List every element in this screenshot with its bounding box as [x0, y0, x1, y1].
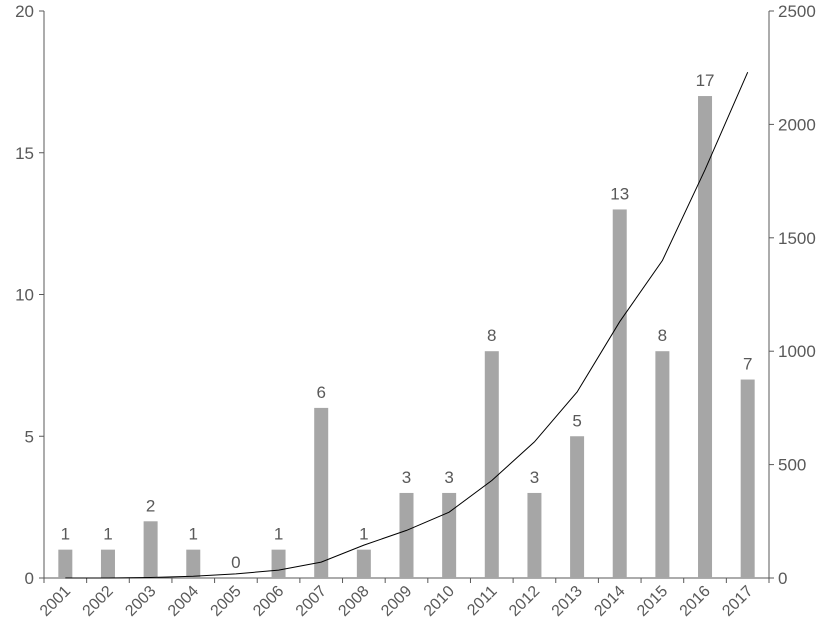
- category-label: 2016: [677, 583, 714, 620]
- bar: [442, 492, 457, 578]
- bar-value-label: 17: [696, 71, 715, 90]
- right-tick-label: 2000: [778, 115, 816, 134]
- category-label: 2002: [80, 583, 117, 620]
- category-label: 2015: [634, 583, 671, 620]
- bar: [612, 209, 627, 578]
- left-tick-label: 20: [15, 2, 34, 21]
- bar-value-label: 1: [359, 525, 368, 544]
- right-tick-label: 1500: [778, 229, 816, 248]
- bar: [271, 549, 286, 578]
- bar: [356, 549, 371, 578]
- category-label: 2011: [464, 583, 500, 619]
- left-tick-label: 5: [25, 427, 34, 446]
- category-label: 2013: [549, 583, 586, 620]
- bar-value-label: 3: [530, 468, 539, 487]
- left-tick-label: 10: [15, 286, 34, 305]
- category-label: 2005: [208, 583, 245, 620]
- bar-value-label: 5: [572, 411, 581, 430]
- bar-value-label: 13: [610, 184, 629, 203]
- bar-value-label: 2: [146, 496, 155, 515]
- bar-value-label: 3: [444, 468, 453, 487]
- category-label: 2008: [335, 583, 372, 620]
- right-tick-label: 500: [778, 456, 806, 475]
- category-label: 2014: [591, 583, 628, 620]
- right-tick-label: 2500: [778, 2, 816, 21]
- bar: [655, 351, 670, 578]
- bar-value-label: 8: [658, 326, 667, 345]
- bar: [527, 492, 542, 578]
- right-tick-label: 1000: [778, 342, 816, 361]
- bar-value-label: 1: [274, 525, 283, 544]
- bar-value-label: 7: [743, 355, 752, 374]
- bar: [143, 521, 158, 578]
- category-label: 2003: [122, 583, 159, 620]
- right-tick-label: 0: [778, 569, 787, 588]
- bar-value-label: 1: [189, 525, 198, 544]
- bar: [314, 407, 329, 578]
- line-series: [65, 71, 749, 579]
- bar: [570, 436, 585, 578]
- category-label: 2010: [421, 583, 458, 620]
- category-label: 2001: [37, 583, 74, 620]
- bar-value-label: 0: [231, 553, 240, 572]
- bar-series: [58, 96, 755, 579]
- left-tick-label: 0: [25, 569, 34, 588]
- bar-value-label: 1: [103, 525, 112, 544]
- bar: [484, 351, 499, 578]
- bar: [58, 549, 73, 578]
- category-label: 2004: [165, 583, 202, 620]
- category-label: 2012: [506, 583, 543, 620]
- bar-value-label: 3: [402, 468, 411, 487]
- category-label: 2007: [293, 583, 330, 620]
- category-label: 2006: [250, 583, 287, 620]
- cumulative-line: [65, 71, 749, 579]
- bar-value-label: 8: [487, 326, 496, 345]
- left-tick-label: 15: [15, 144, 34, 163]
- bar: [100, 549, 115, 578]
- category-label: 2017: [719, 583, 756, 620]
- bar: [186, 549, 201, 578]
- bar: [698, 96, 713, 579]
- category-label: 2009: [378, 583, 415, 620]
- bar: [740, 379, 755, 578]
- bar-value-label: 1: [61, 525, 70, 544]
- bar-value-label: 6: [316, 383, 325, 402]
- bar: [399, 492, 414, 578]
